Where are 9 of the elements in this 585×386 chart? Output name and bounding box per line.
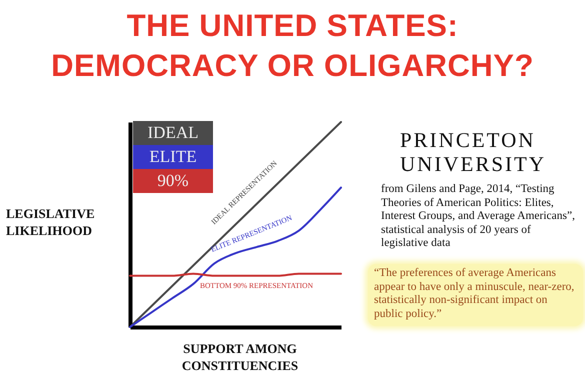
text: ELITE [149,147,197,166]
y-axis-title: LEGISLATIVE LIKELIHOOD [6,205,96,239]
text: 90% [157,171,189,190]
x-axis-title: SUPPORT AMONG CONSTITUENCIES [180,340,300,374]
chart-title: THE UNITED STATES: DEMOCRACY OR OLIGARCHY? [50,7,535,85]
text: IDEAL [133,121,213,145]
text: from Gilens and Page, 2014, “Testing Theories of American Politics: Elites, Interest Groups, and Average Americans”, statistical analysis of 20 years of legislative data [381,183,576,250]
text: PRINCETON UNIVERSITY [400,128,547,176]
text: “The preferences of average Americans appear to have only a minuscule, near-zero, statistically non-significant impact on public policy.” [368,264,583,326]
